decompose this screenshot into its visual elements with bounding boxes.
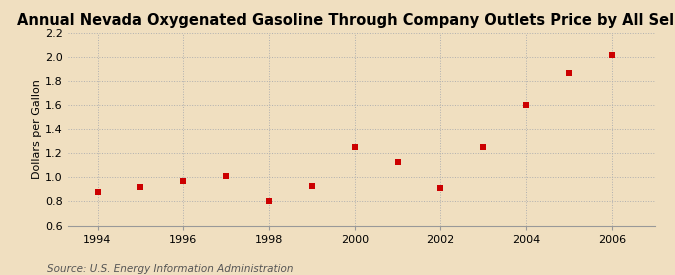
Point (221, 174, 232, 178)
Point (263, 199, 274, 204)
Point (92, 190, 103, 194)
Point (564, 70, 574, 75)
Point (606, 53, 617, 57)
Point (178, 179, 188, 183)
Point (520, 103, 531, 107)
Title: Annual Nevada Oxygenated Gasoline Through Company Outlets Price by All Sellers: Annual Nevada Oxygenated Gasoline Throug… (17, 13, 675, 28)
Point (306, 184, 317, 188)
Point (478, 145, 489, 150)
Point (135, 185, 146, 189)
Point (435, 186, 446, 190)
Text: Source: U.S. Energy Information Administration: Source: U.S. Energy Information Administ… (47, 264, 294, 274)
Point (349, 145, 360, 150)
Y-axis label: Dollars per Gallon: Dollars per Gallon (32, 79, 42, 179)
Point (392, 160, 403, 164)
